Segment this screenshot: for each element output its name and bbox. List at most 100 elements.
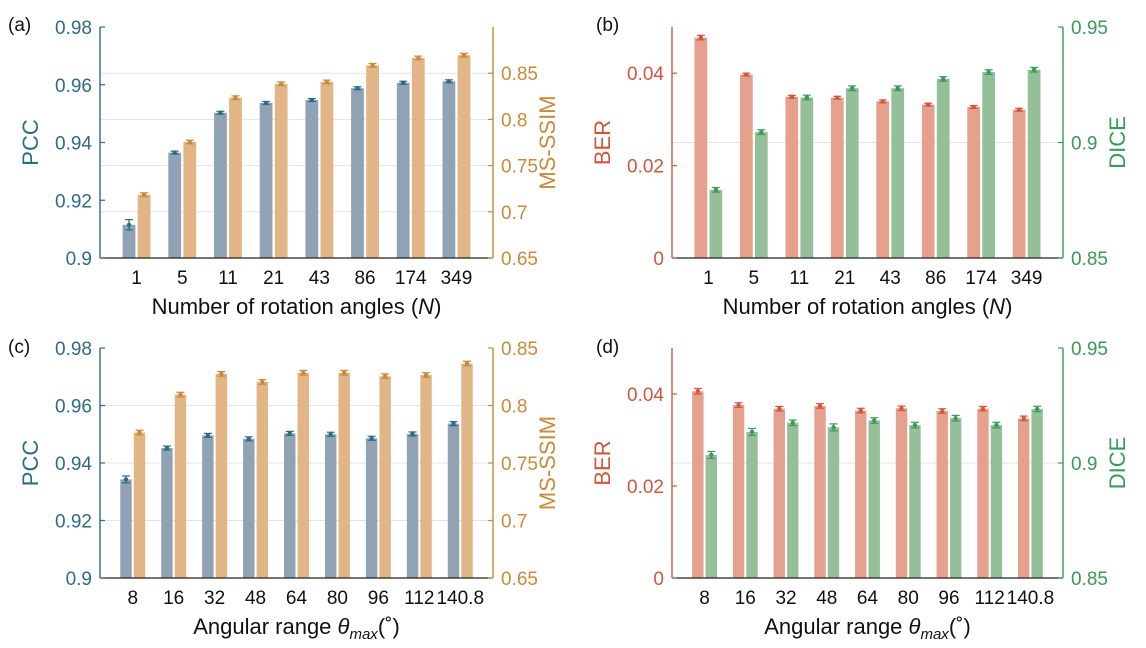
bar-ms-ssim-5 bbox=[183, 142, 197, 258]
right-axis-label: MS-SSIM bbox=[535, 416, 560, 510]
panel-tag: (a) bbox=[8, 15, 31, 36]
x-tick-label: 43 bbox=[309, 268, 330, 289]
bar-dice-96 bbox=[949, 418, 962, 578]
mean-marker bbox=[309, 97, 315, 103]
bar-pcc-86 bbox=[351, 88, 364, 258]
mean-marker bbox=[895, 86, 900, 91]
mean-marker bbox=[980, 406, 986, 411]
mean-marker bbox=[137, 430, 142, 435]
left-tick-label: 0.04 bbox=[627, 64, 664, 85]
left-tick-label: 0.92 bbox=[55, 191, 92, 212]
mean-marker bbox=[698, 35, 704, 40]
bar-dice-64 bbox=[868, 420, 880, 578]
x-tick-label: 32 bbox=[775, 588, 796, 609]
x-tick-label: 112 bbox=[975, 588, 1005, 609]
mean-marker bbox=[219, 371, 224, 377]
bar-ber-140.8 bbox=[1017, 418, 1030, 578]
bar-pcc-64 bbox=[284, 433, 296, 578]
mean-marker bbox=[1034, 406, 1040, 412]
bar-ms-ssim-349 bbox=[457, 55, 471, 258]
bar-pcc-16 bbox=[161, 448, 173, 578]
x-tick-label: 64 bbox=[857, 588, 879, 609]
left-tick-label: 0.02 bbox=[627, 157, 664, 178]
x-tick-label: 349 bbox=[1011, 268, 1043, 289]
mean-marker bbox=[172, 150, 177, 155]
bar-ber-96 bbox=[936, 411, 948, 578]
mean-marker bbox=[940, 408, 945, 414]
x-tick-label: 5 bbox=[749, 268, 760, 289]
bar-ber-43 bbox=[876, 101, 890, 258]
bar-ms-ssim-80 bbox=[338, 372, 350, 578]
bar-ber-32 bbox=[773, 408, 786, 578]
mean-marker bbox=[713, 187, 719, 193]
bar-ber-174 bbox=[967, 106, 981, 259]
left-tick-label: 0.02 bbox=[627, 477, 664, 498]
mean-marker bbox=[369, 436, 374, 441]
bar-ber-64 bbox=[855, 410, 867, 578]
mean-marker bbox=[260, 379, 265, 385]
left-axis-label: PCC bbox=[18, 119, 43, 166]
bar-dice-349 bbox=[1027, 69, 1041, 258]
mean-marker bbox=[804, 95, 810, 100]
bar-ber-349 bbox=[1012, 109, 1026, 258]
x-tick-label: 80 bbox=[327, 588, 348, 609]
bar-ms-ssim-21 bbox=[274, 83, 288, 259]
mean-marker bbox=[759, 129, 764, 135]
mean-marker bbox=[925, 102, 931, 107]
mean-marker bbox=[912, 422, 918, 428]
bar-ber-86 bbox=[921, 104, 935, 258]
mean-marker bbox=[994, 422, 999, 428]
bar-ms-ssim-140.8 bbox=[461, 363, 473, 578]
bar-dice-16 bbox=[746, 431, 758, 578]
bar-ms-ssim-32 bbox=[215, 373, 228, 578]
left-tick-label: 0.96 bbox=[55, 397, 92, 418]
mean-marker bbox=[401, 80, 406, 85]
right-tick-label: 0.9 bbox=[1071, 454, 1097, 475]
chart-panel-4: 0 0.02 0.04 0.85 0.9 0.95 8 16 32 48 64 80 96 112 140.… bbox=[590, 337, 1130, 643]
bar-pcc-96 bbox=[365, 438, 378, 578]
bar-ms-ssim-43 bbox=[320, 81, 334, 258]
mean-marker bbox=[789, 94, 795, 99]
panel-tag: (b) bbox=[596, 15, 619, 36]
bar-dice-80 bbox=[909, 425, 921, 578]
right-tick-label: 0.75 bbox=[501, 454, 538, 475]
x-axis-label: Number of rotation angles (N) bbox=[723, 294, 1013, 319]
mean-marker bbox=[278, 81, 284, 87]
mean-marker bbox=[410, 431, 415, 437]
right-tick-label: 0.95 bbox=[1071, 339, 1108, 360]
right-tick-label: 0.65 bbox=[501, 249, 538, 270]
mean-marker bbox=[324, 79, 330, 85]
right-tick-label: 0.85 bbox=[1071, 569, 1108, 590]
bar-ber-16 bbox=[732, 405, 745, 578]
mean-marker bbox=[451, 421, 456, 426]
bar-pcc-8 bbox=[120, 479, 132, 578]
mean-marker bbox=[263, 100, 269, 106]
right-tick-label: 0.7 bbox=[501, 512, 527, 533]
mean-marker bbox=[817, 403, 823, 409]
bar-pcc-32 bbox=[202, 435, 214, 578]
mean-marker bbox=[850, 86, 855, 91]
bar-dice-86 bbox=[936, 78, 950, 258]
mean-marker bbox=[709, 452, 714, 458]
mean-marker bbox=[287, 431, 292, 436]
right-axis-label: MS-SSIM bbox=[535, 95, 560, 189]
bar-dice-140.8 bbox=[1031, 408, 1043, 578]
x-tick-label: 5 bbox=[177, 268, 188, 289]
bar-ms-ssim-1 bbox=[137, 194, 151, 258]
mean-marker bbox=[446, 79, 452, 84]
x-tick-label: 48 bbox=[245, 588, 266, 609]
x-tick-label: 96 bbox=[368, 588, 389, 609]
left-axis-label: BER bbox=[590, 120, 615, 165]
mean-marker bbox=[695, 389, 701, 394]
x-tick-label: 11 bbox=[218, 268, 238, 289]
x-tick-label: 16 bbox=[735, 588, 756, 609]
bar-pcc-43 bbox=[305, 100, 319, 259]
mean-marker bbox=[423, 372, 429, 378]
x-tick-label: 174 bbox=[965, 268, 997, 289]
left-tick-label: 0.94 bbox=[55, 134, 92, 155]
bar-ber-21 bbox=[830, 97, 844, 258]
bar-pcc-1 bbox=[122, 224, 136, 258]
bar-ms-ssim-174 bbox=[411, 57, 425, 259]
x-tick-label: 21 bbox=[834, 268, 855, 289]
bar-ber-11 bbox=[785, 96, 799, 259]
